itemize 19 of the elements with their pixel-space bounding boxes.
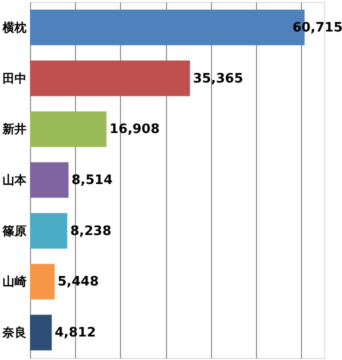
data-label: 5,448 (58, 274, 99, 290)
bar (30, 111, 106, 147)
y-tick-label: 横枕 (2, 20, 28, 34)
y-tick-label: 山本 (2, 173, 28, 187)
y-tick-label: 篠原 (2, 224, 26, 238)
bar (30, 60, 190, 96)
bar (30, 162, 69, 198)
data-label: 35,365 (192, 71, 244, 86)
data-label: 4,812 (54, 326, 96, 341)
data-label: 8,514 (72, 173, 113, 188)
data-label: 8,238 (70, 224, 112, 239)
y-tick-label: 新井 (2, 122, 26, 136)
bar (30, 213, 68, 249)
y-tick-label: 奈良 (2, 326, 26, 340)
bar (30, 314, 52, 350)
y-tick-label: 山崎 (2, 274, 26, 289)
y-tick-label: 田中 (2, 71, 26, 86)
data-label: 16,908 (109, 122, 160, 138)
bar (30, 264, 55, 300)
